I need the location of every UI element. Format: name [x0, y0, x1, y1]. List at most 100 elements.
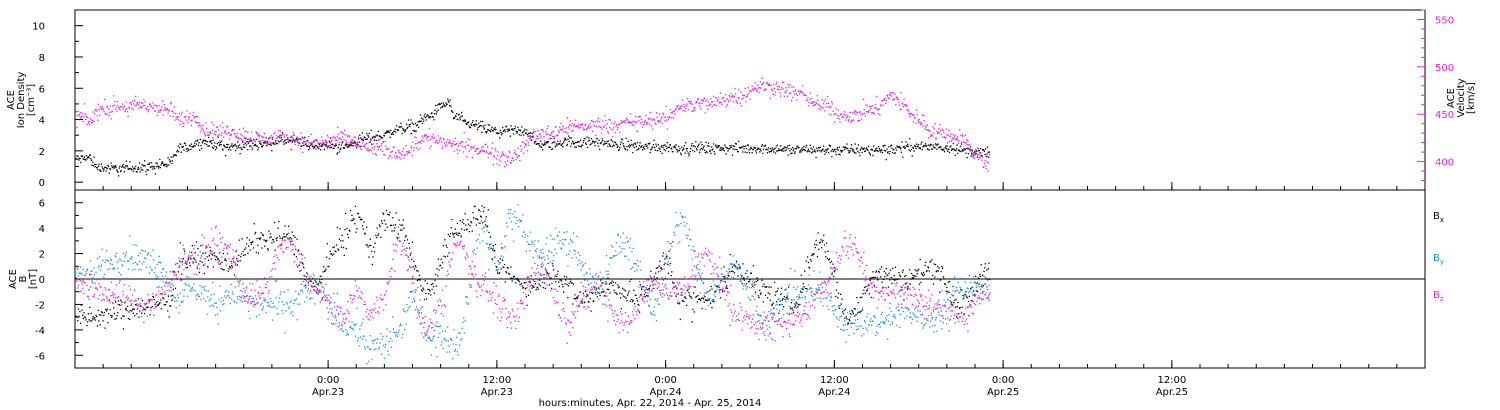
- bx-point: [985, 278, 987, 280]
- density-point: [389, 136, 391, 138]
- bx-point: [573, 298, 575, 300]
- bx-point: [277, 227, 279, 229]
- density-point: [915, 147, 917, 149]
- velocity-point: [387, 148, 389, 150]
- density-point: [678, 150, 680, 152]
- by-point: [165, 271, 167, 273]
- density-point: [485, 131, 487, 133]
- bx-point: [114, 318, 116, 320]
- bx-point: [934, 276, 936, 278]
- by-point: [86, 268, 88, 270]
- bx-point: [347, 233, 349, 235]
- bx-point: [772, 302, 774, 304]
- density-point: [932, 144, 934, 146]
- velocity-point: [340, 131, 342, 133]
- bx-point: [549, 277, 551, 280]
- velocity-point: [983, 166, 985, 168]
- velocity-point: [266, 143, 268, 146]
- density-point: [535, 140, 537, 142]
- density-point: [235, 145, 237, 147]
- density-point: [147, 169, 150, 171]
- density-point: [442, 102, 444, 104]
- velocity-point: [144, 101, 146, 103]
- by-point: [338, 314, 340, 316]
- velocity-point: [957, 142, 960, 144]
- by-point: [200, 299, 202, 301]
- bx-point: [141, 299, 144, 302]
- bx-point: [120, 317, 122, 319]
- bx-point: [967, 306, 969, 308]
- bx-point: [191, 251, 193, 253]
- bx-point: [409, 247, 411, 249]
- velocity-point: [402, 147, 405, 150]
- velocity-point: [477, 147, 479, 150]
- bx-point: [428, 289, 430, 291]
- density-point: [522, 131, 524, 133]
- velocity-point: [331, 137, 334, 139]
- density-point: [861, 151, 863, 154]
- by-point: [410, 291, 412, 293]
- by-point: [336, 305, 338, 307]
- by-point: [500, 255, 502, 257]
- bx-point: [899, 274, 901, 276]
- bx-point: [979, 275, 982, 278]
- by-point: [181, 301, 183, 304]
- density-point: [907, 145, 910, 148]
- velocity-point: [900, 108, 903, 110]
- by-point: [473, 252, 475, 254]
- by-point: [589, 273, 591, 275]
- velocity-point: [905, 105, 908, 107]
- velocity-point: [862, 98, 865, 100]
- density-point: [778, 148, 780, 150]
- bx-point: [85, 319, 87, 321]
- velocity-point: [807, 105, 810, 107]
- density-point: [919, 147, 921, 149]
- density-point: [408, 124, 410, 126]
- bx-point: [888, 272, 890, 274]
- density-point: [750, 146, 752, 148]
- velocity-point: [610, 128, 612, 130]
- density-point: [362, 138, 364, 140]
- density-point: [94, 166, 96, 168]
- density-point: [345, 145, 348, 147]
- bx-point: [456, 233, 458, 236]
- bx-point: [579, 291, 582, 293]
- velocity-point: [871, 112, 873, 114]
- velocity-point: [716, 99, 718, 101]
- bx-point: [726, 285, 728, 287]
- bx-point: [863, 286, 866, 288]
- velocity-point: [166, 109, 168, 111]
- density-point: [234, 143, 236, 145]
- density-point: [407, 119, 410, 121]
- velocity-point: [652, 128, 654, 130]
- velocity-point: [87, 121, 89, 124]
- density-point: [941, 148, 943, 151]
- density-point: [886, 148, 888, 150]
- bx-point: [771, 303, 774, 306]
- velocity-point: [257, 135, 259, 137]
- velocity-point: [192, 111, 194, 114]
- density-point: [890, 145, 892, 147]
- by-point: [171, 283, 173, 285]
- velocity-point: [422, 137, 424, 139]
- density-point: [188, 144, 191, 146]
- bx-point: [942, 276, 944, 278]
- by-point: [98, 256, 101, 258]
- density-point: [238, 144, 241, 146]
- bx-point: [641, 288, 643, 290]
- density-point: [333, 147, 335, 150]
- bx-point: [305, 276, 307, 278]
- by-point: [442, 347, 444, 350]
- by-point: [436, 355, 438, 358]
- velocity-point: [527, 142, 529, 144]
- density-point: [295, 139, 297, 141]
- density-point: [523, 134, 525, 136]
- by-point: [184, 283, 186, 285]
- density-point: [190, 143, 193, 145]
- by-point: [560, 248, 563, 250]
- density-point: [195, 143, 198, 145]
- density-point: [487, 124, 489, 126]
- density-point: [691, 143, 693, 145]
- velocity-point: [623, 120, 625, 122]
- by-point: [540, 252, 542, 254]
